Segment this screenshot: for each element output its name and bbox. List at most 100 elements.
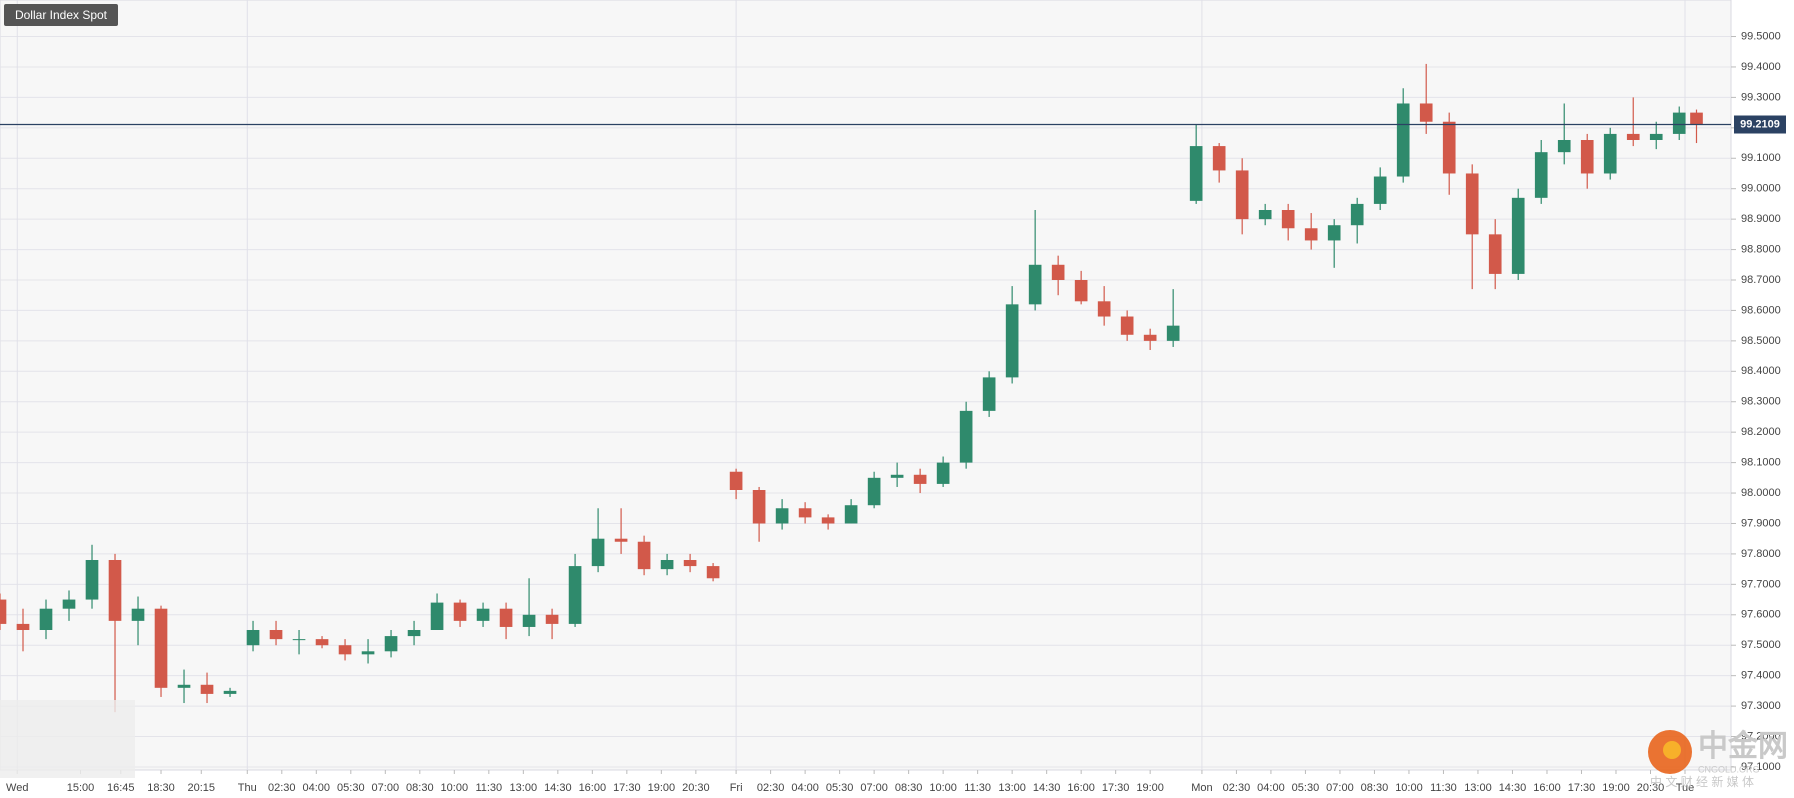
candle-body: [407, 630, 421, 637]
candle-body: [39, 608, 53, 630]
x-tick-label: 10:00: [1395, 782, 1423, 794]
candle-body: [246, 630, 260, 646]
x-tick-label: 02:30: [268, 782, 296, 794]
x-tick-label: 07:00: [860, 782, 888, 794]
candle-body: [1626, 133, 1640, 140]
candle-body: [545, 614, 559, 624]
candle-body: [982, 377, 996, 411]
y-tick-label: 98.4000: [1741, 365, 1781, 377]
x-tick-label: 05:30: [337, 782, 365, 794]
x-tick-label: 04:00: [303, 782, 331, 794]
x-tick-label: 13:00: [998, 782, 1026, 794]
y-tick-label: 98.7000: [1741, 274, 1781, 286]
x-tick-label: 14:30: [1499, 782, 1527, 794]
candle-body: [959, 410, 973, 463]
candle-body: [131, 608, 145, 621]
candle-body: [1166, 325, 1180, 341]
x-tick-label: 16:00: [1067, 782, 1095, 794]
x-tick-label: 07:00: [372, 782, 400, 794]
y-tick-label: 97.5000: [1741, 639, 1781, 651]
y-tick-label: 97.9000: [1741, 517, 1781, 529]
candle-body: [1350, 203, 1364, 226]
candle-body: [1603, 133, 1617, 174]
corner-shade: [0, 700, 135, 778]
candle-body: [85, 560, 99, 600]
candle-body: [1028, 264, 1042, 305]
candle-body: [775, 508, 789, 524]
x-tick-label: 05:30: [1292, 782, 1320, 794]
candle-body: [1690, 112, 1703, 125]
x-tick-label: 04:00: [791, 782, 819, 794]
candle-body: [108, 560, 122, 621]
candle-body: [292, 639, 306, 641]
candle-body: [1649, 133, 1663, 140]
x-tick-label: 13:00: [1464, 782, 1492, 794]
x-tick-label: 14:30: [544, 782, 572, 794]
y-tick-label: 97.1000: [1741, 761, 1781, 773]
candle-body: [1419, 103, 1433, 122]
candle-body: [752, 490, 766, 524]
x-tick-label: 16:45: [107, 782, 135, 794]
y-tick-label: 98.5000: [1741, 335, 1781, 347]
y-tick-label: 98.1000: [1741, 457, 1781, 469]
x-tick-label: 20:30: [1637, 782, 1665, 794]
candle-body: [637, 541, 651, 570]
candle-body: [1258, 210, 1272, 220]
x-tick-label: 20:15: [188, 782, 216, 794]
candle-body: [338, 645, 352, 655]
candle-body: [1465, 173, 1479, 235]
x-tick-label: 15:00: [67, 782, 95, 794]
candle-body: [177, 684, 191, 688]
candle-body: [1189, 146, 1203, 201]
candle-body: [1120, 316, 1134, 335]
x-tick-label: 16:00: [1533, 782, 1561, 794]
x-tick-label: 05:30: [826, 782, 854, 794]
x-tick-label: 19:00: [1136, 782, 1164, 794]
candle-body: [936, 462, 950, 484]
candle-body: [591, 538, 605, 567]
x-tick-label: 11:30: [475, 782, 502, 794]
candle-body: [913, 474, 927, 484]
x-tick-label: 19:00: [1602, 782, 1630, 794]
candle-body: [798, 508, 812, 518]
candle-body: [1327, 225, 1341, 241]
x-tick-label: Wed: [6, 782, 28, 794]
candle-body: [821, 517, 835, 524]
candle-body: [568, 566, 582, 624]
y-tick-label: 97.6000: [1741, 609, 1781, 621]
candle-body: [1580, 140, 1594, 174]
plot-area: [0, 0, 1732, 771]
y-tick-label: 97.2000: [1741, 730, 1781, 742]
candle-body: [361, 651, 375, 655]
candle-body: [614, 538, 628, 542]
candle-body: [16, 623, 30, 630]
x-tick-label: 13:00: [510, 782, 538, 794]
x-tick-label: 17:30: [613, 782, 641, 794]
candle-body: [1212, 146, 1226, 171]
watermark-slogan: 中 文 财 经 新 媒 体: [1650, 774, 1754, 789]
y-tick-label: 97.3000: [1741, 700, 1781, 712]
x-tick-label: 19:00: [648, 782, 676, 794]
y-tick-label: 99.4000: [1741, 61, 1781, 73]
watermark: 中金网 CNGOLD.ORG 中 文 财 经 新 媒 体: [1648, 729, 1788, 789]
x-tick-label: Fri: [730, 782, 743, 794]
candle-body: [660, 560, 674, 570]
x-tick-label: 18:30: [147, 782, 175, 794]
candle-body: [1304, 228, 1318, 241]
candle-body: [1281, 210, 1295, 229]
candle-body: [499, 608, 513, 627]
candle-body: [269, 630, 283, 640]
last-price-label: 99.2109: [1740, 118, 1780, 130]
candle-body: [890, 474, 904, 478]
candle-body: [1235, 170, 1249, 220]
candle-body: [1534, 152, 1548, 198]
x-tick-label: 08:30: [1361, 782, 1389, 794]
y-tick-label: 98.8000: [1741, 243, 1781, 255]
candle-body: [1672, 112, 1686, 134]
watermark-site: CNGOLD.ORG: [1698, 764, 1760, 774]
y-tick-label: 97.7000: [1741, 578, 1781, 590]
x-tick-label: 04:00: [1257, 782, 1285, 794]
candle-body: [1373, 176, 1387, 204]
candle-body: [683, 560, 697, 567]
